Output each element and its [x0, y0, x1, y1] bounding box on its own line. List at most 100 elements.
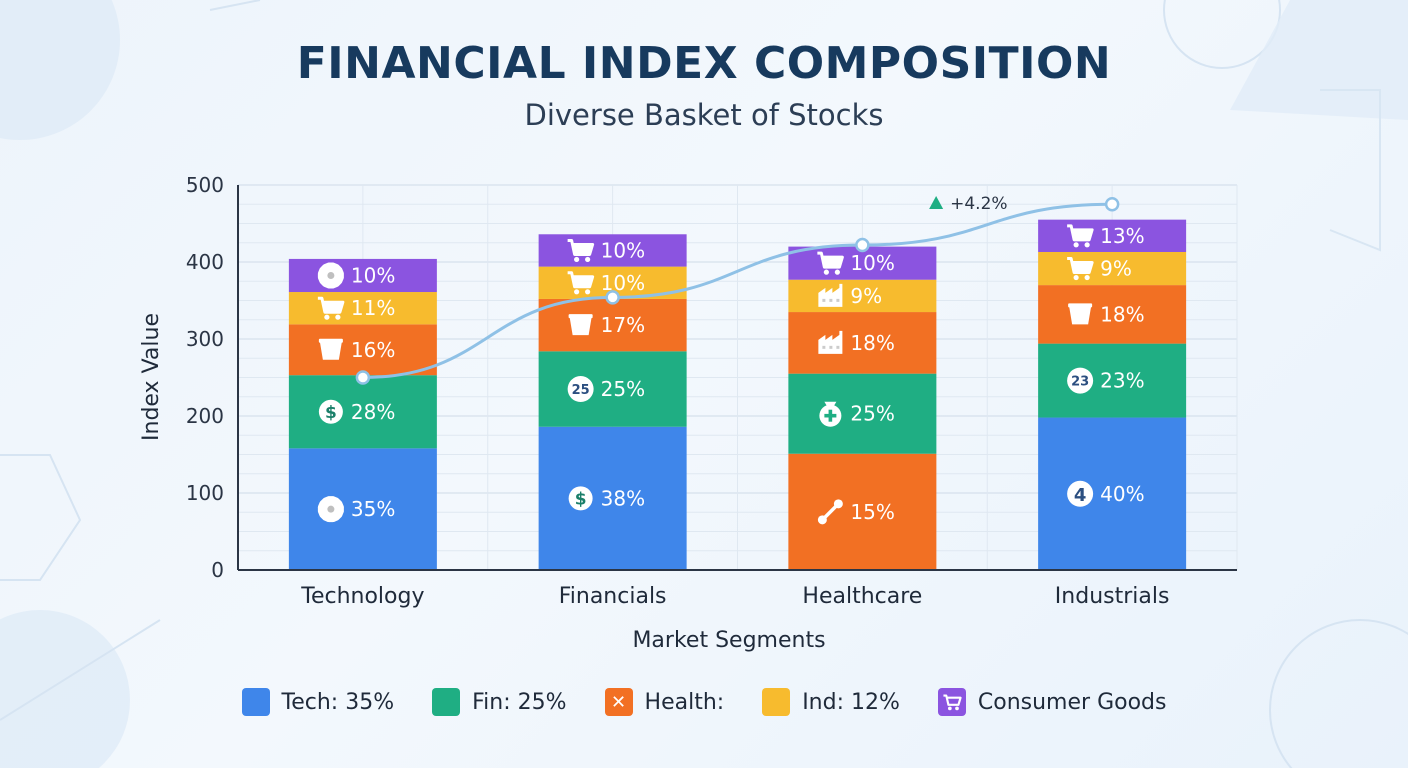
bar-segment	[288, 324, 437, 376]
trend-point	[1104, 197, 1120, 212]
x-tick-label: Financials	[559, 584, 667, 609]
gear-icon	[317, 496, 344, 523]
legend-item: Tech: 35%	[241, 688, 395, 716]
number-4-icon: 4	[1067, 480, 1094, 507]
bar-technology: 35% $ 28% 16% 11% 10%	[288, 258, 437, 570]
bar-segment	[1038, 219, 1187, 252]
legend-label: Fin: 25%	[472, 689, 567, 715]
segment-label: 13%	[1100, 224, 1144, 248]
number-23-icon: 23	[1067, 367, 1094, 394]
chart-title: FINANCIAL INDEX COMPOSITION	[296, 38, 1112, 89]
segment-label: 10%	[850, 251, 894, 275]
segment-label: 40%	[1100, 482, 1144, 506]
y-tick-label: 100	[186, 481, 224, 505]
bar-industrials: 4 40% 23 23% 18% 9% 13%	[1038, 219, 1187, 570]
legend-label: Ind: 12%	[802, 689, 900, 715]
factory-icon	[818, 283, 843, 307]
svg-text:25: 25	[572, 383, 590, 398]
y-tick-label: 300	[186, 327, 224, 351]
segment-label: 18%	[1100, 302, 1144, 326]
legend-item: Ind: 12%	[762, 688, 900, 716]
bar-healthcare: 15% 25% 18% 9% 10%	[788, 246, 937, 570]
bar-segment	[288, 258, 437, 293]
y-tick-label: 400	[186, 250, 224, 274]
cross-icon: ✕	[604, 688, 633, 716]
y-axis-ticks: 0 100 200 300 400 500	[186, 173, 224, 582]
factory-icon	[818, 330, 843, 354]
segment-label: 15%	[850, 500, 894, 524]
cart-icon	[1067, 224, 1094, 248]
cart-icon	[1067, 257, 1094, 281]
bar-segment	[538, 351, 687, 427]
segment-label: 28%	[351, 400, 395, 424]
bar-segment	[538, 234, 687, 267]
x-tick-label: Healthcare	[802, 584, 922, 609]
cart-icon	[937, 688, 966, 716]
trend-point	[355, 370, 371, 385]
cart-icon	[817, 251, 844, 275]
segment-label: 18%	[850, 331, 894, 355]
bars: 35% $ 28% 16% 11% 10% $ 38% 25 25% 17% 10% 10% 15% 25%…	[288, 219, 1187, 570]
cart-icon	[567, 238, 595, 263]
number-25-icon: 25	[567, 376, 594, 403]
segment-label: 10%	[351, 263, 395, 287]
medical-bag-icon	[819, 401, 842, 427]
y-tick-label: 500	[186, 173, 224, 197]
axes	[237, 185, 1237, 571]
basket-icon	[1068, 303, 1093, 325]
x-tick-label: Industrials	[1055, 584, 1170, 609]
legend-swatch	[241, 688, 270, 716]
legend-label: Tech: 35%	[281, 689, 395, 715]
bar-segment	[288, 375, 437, 449]
svg-text:4: 4	[1074, 485, 1087, 506]
bar-segment	[788, 312, 937, 374]
legend-swatch	[432, 688, 461, 716]
bar-segment	[538, 298, 687, 352]
legend-item: ✕ Health:	[604, 688, 725, 716]
legend-item: Fin: 25%	[432, 688, 567, 716]
bar-segment	[788, 453, 937, 570]
svg-text:$: $	[575, 489, 587, 509]
gear-icon	[317, 262, 344, 289]
trend-line-path	[362, 202, 1113, 379]
bar-segment	[1038, 285, 1187, 344]
segment-label: 38%	[601, 486, 645, 510]
chart-subtitle: Diverse Basket of Stocks	[524, 98, 884, 132]
segment-label: 25%	[850, 402, 894, 426]
trend-line	[355, 197, 1120, 385]
segment-label: 23%	[1100, 369, 1144, 393]
up-arrow-icon	[929, 196, 944, 209]
segment-label: 25%	[601, 377, 645, 401]
bar-segment	[1038, 343, 1187, 418]
segment-label: 11%	[351, 296, 395, 320]
legend: Tech: 35% Fin: 25% ✕ Health: Ind: 12% Consume…	[0, 684, 1408, 720]
svg-text:$: $	[325, 403, 337, 423]
legend-swatch	[762, 688, 791, 716]
legend-label: Health:	[644, 689, 725, 715]
x-axis-ticks: Technology Financials Healthcare Industrial…	[300, 584, 1169, 609]
bar-financials: $38% 25 25% 17% 10% 10%	[538, 234, 687, 570]
segment-label: 9%	[850, 284, 882, 308]
y-tick-label: 200	[186, 404, 224, 428]
dollar-icon: $	[318, 399, 343, 424]
basket-icon	[318, 338, 343, 360]
segment-label: 10%	[601, 238, 645, 262]
bar-segment	[538, 426, 687, 570]
dollar-icon: $	[568, 486, 593, 511]
link-icon	[817, 499, 843, 525]
svg-text:23: 23	[1071, 375, 1089, 390]
segment-label: 10%	[601, 271, 645, 295]
segment-label: 9%	[1100, 257, 1132, 281]
bar-segment	[288, 292, 437, 325]
segment-label: 16%	[351, 338, 395, 362]
bar-segment	[788, 279, 937, 313]
annotation-label: +4.2%	[950, 194, 1007, 214]
x-axis-label: Market Segments	[632, 628, 825, 653]
y-tick-label: 0	[211, 558, 224, 582]
annotation: +4.2%	[929, 194, 1008, 214]
y-axis-label: Index Value	[139, 313, 164, 441]
bar-segment	[288, 448, 437, 570]
x-tick-label: Technology	[300, 584, 424, 609]
